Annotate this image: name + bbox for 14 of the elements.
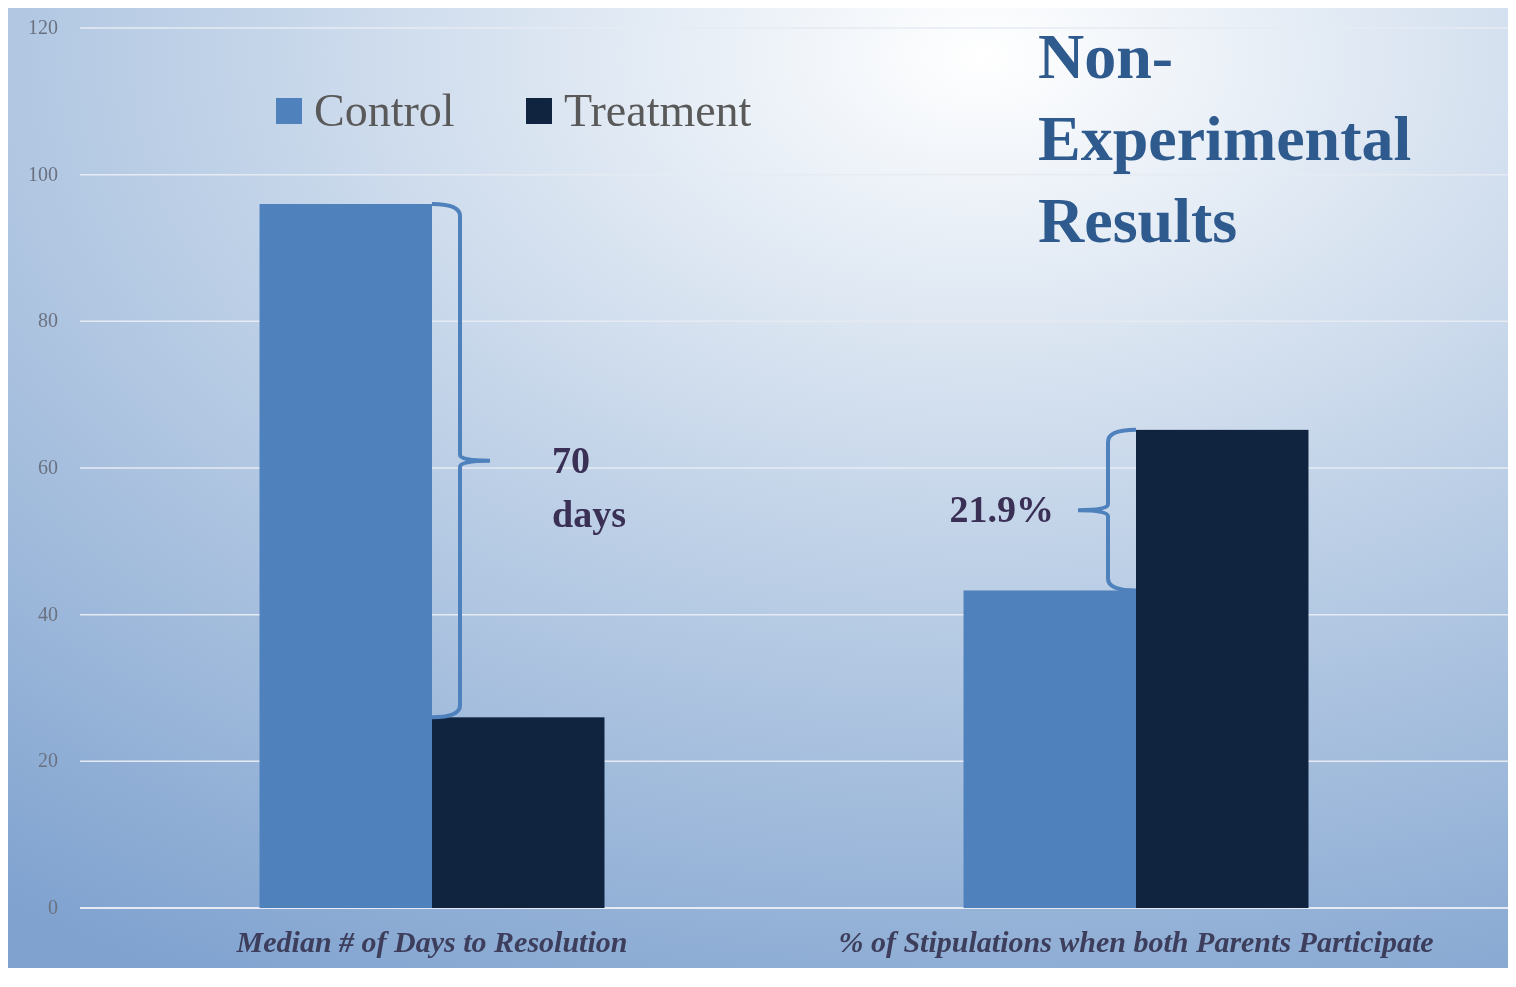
x-tick-label: Median # of Days to Resolution [235, 925, 628, 958]
y-tick-label: 80 [38, 309, 58, 332]
annotation: 70 days [552, 438, 626, 535]
legend-label: Treatment [564, 85, 752, 136]
y-tick-label: 0 [48, 896, 58, 918]
annotation: 21.9% [949, 488, 1054, 531]
legend-label: Control [314, 85, 455, 136]
text: Non-Experimental Results [1038, 21, 1412, 256]
y-tick-label: 40 [38, 602, 58, 625]
y-tick-label: 20 [38, 749, 58, 772]
x-tick-label: % of Stipulations when both Parents Participate [838, 925, 1434, 958]
y-tick-label: 120 [28, 16, 58, 38]
y-tick-label: 100 [28, 162, 58, 185]
y-tick-label: 60 [38, 456, 58, 478]
